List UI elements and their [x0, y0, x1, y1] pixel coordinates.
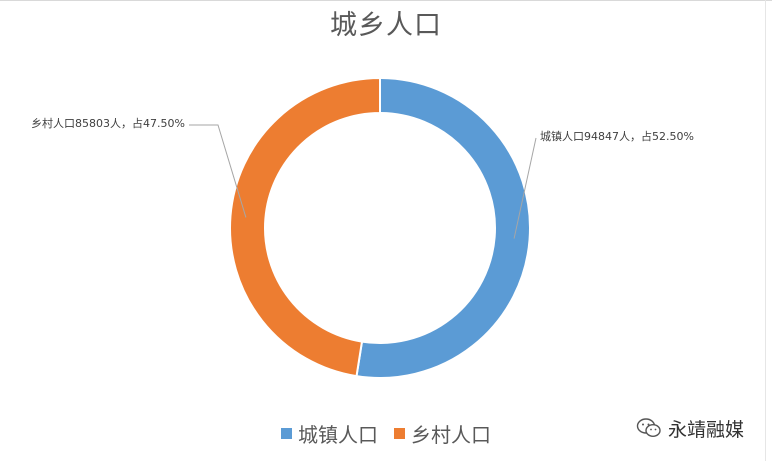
chart-title: 城乡人口 [330, 10, 442, 41]
donut-slice-urban[interactable] [355, 76, 531, 379]
legend: 城镇人口 乡村人口 [0, 418, 772, 448]
data-label-urban: 城镇人口94847人，占52.50% [540, 129, 694, 143]
legend-swatch-urban [281, 427, 292, 439]
donut-slices [229, 76, 531, 379]
leader-line-urban [513, 137, 537, 239]
legend-label-urban: 城镇人口 [298, 422, 378, 447]
legend-item-urban[interactable]: 城镇人口 [281, 419, 378, 448]
donut-slice-rural[interactable] [229, 76, 381, 378]
data-label-rural: 乡村人口85803人，占47.50% [31, 116, 185, 130]
legend-swatch-rural [394, 427, 405, 439]
leader-lines [189, 124, 537, 239]
right-border [765, 0, 766, 461]
legend-label-rural: 乡村人口 [411, 422, 491, 447]
watermark-text: 永靖融媒 [668, 418, 745, 441]
legend-item-rural[interactable]: 乡村人口 [394, 419, 491, 448]
data-labels: 城镇人口94847人，占52.50% 乡村人口85803人，占47.50% [31, 116, 694, 143]
leader-line-rural [189, 124, 247, 218]
wechat-icon [636, 418, 661, 438]
watermark: 永靖融媒 [636, 413, 744, 443]
top-border [0, 0, 772, 1]
